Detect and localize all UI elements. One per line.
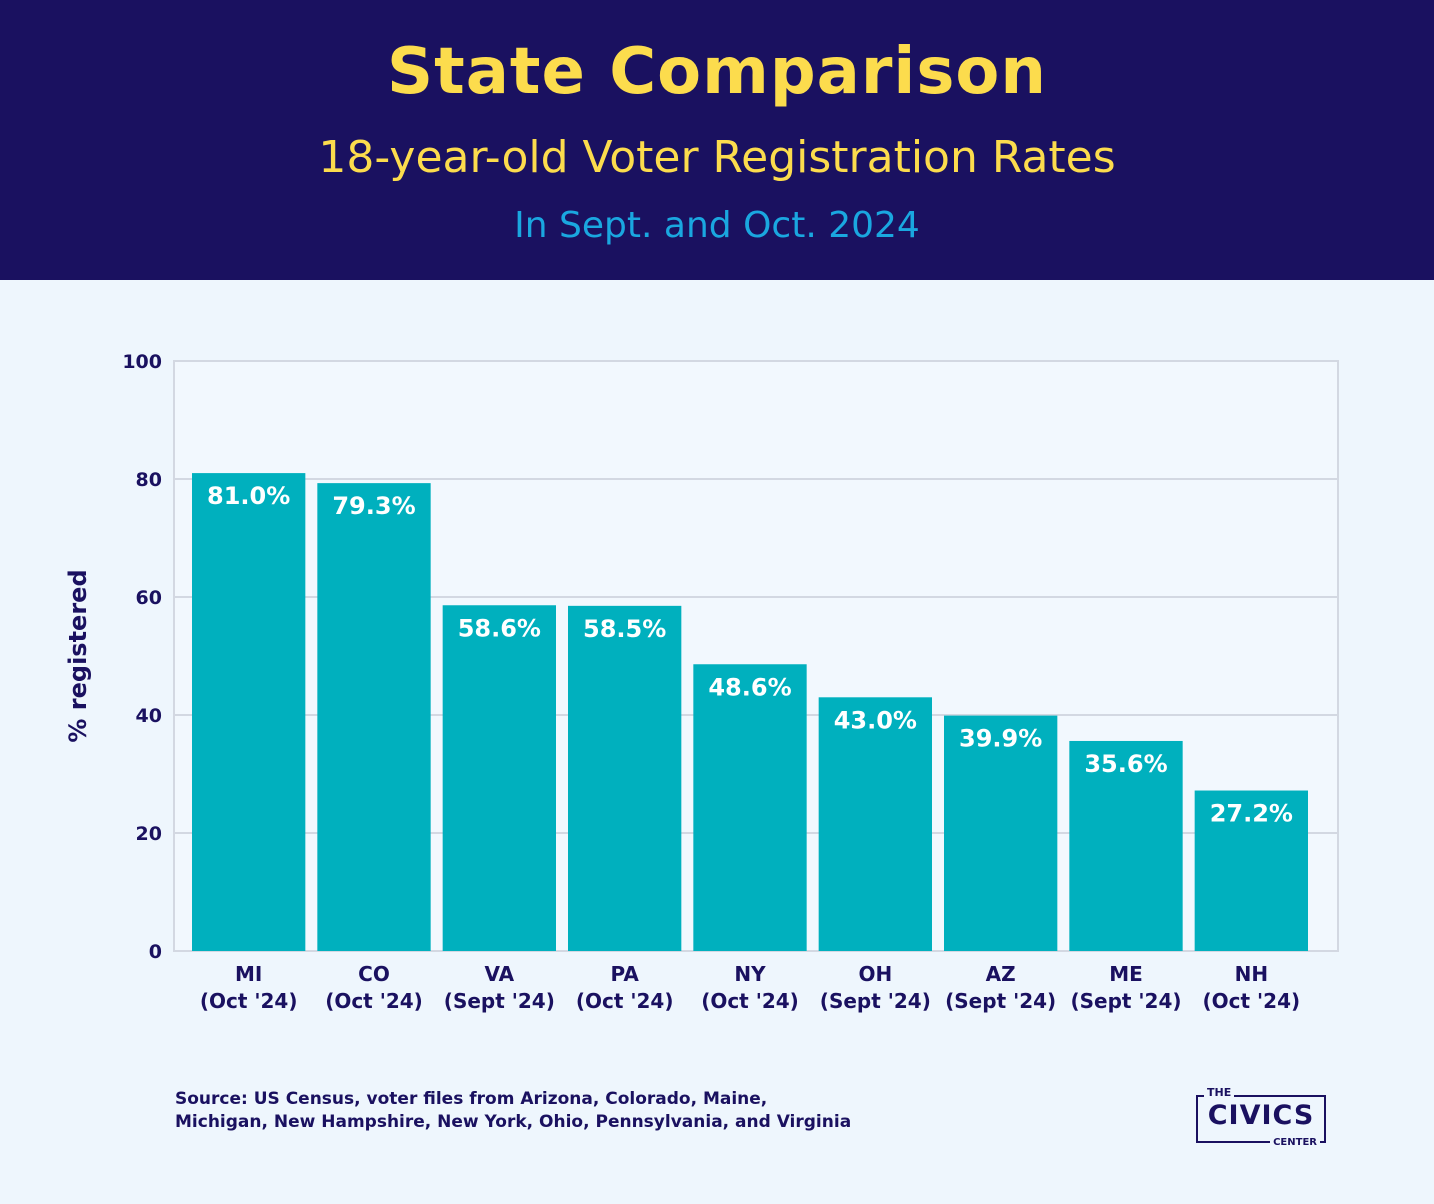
source-note: Source: US Census, voter files from Ariz… [175,1088,975,1134]
bar-az [944,715,1058,951]
logo-frame [1196,1095,1326,1143]
value-label-ny: 48.6% [708,673,791,701]
bar-co [317,483,431,951]
bar-chart: 0 20 40 60 80 100 % registered 81.0% MI (Oct '24)… [64,351,1339,1013]
y-axis-label: % registered [64,569,92,742]
source-line-1: Source: US Census, voter files from Ariz… [175,1089,768,1109]
x-tick-state-mi: MI [235,962,262,986]
y-tick-label-80: 80 [136,469,162,491]
y-tick-label-100: 100 [122,351,162,373]
x-tick-period-mi: (Oct '24) [200,989,298,1013]
header-banner: State Comparison 18-year-old Voter Regis… [0,0,1434,280]
value-label-pa: 58.5% [583,615,666,643]
x-tick-state-oh: OH [858,962,892,986]
x-tick-period-ny: (Oct '24) [701,989,799,1013]
value-label-co: 79.3% [332,492,415,520]
x-tick-state-va: VA [485,962,515,986]
y-tick-label-60: 60 [136,587,162,609]
chart-date-range: In Sept. and Oct. 2024 [514,205,920,246]
logo-center-text: CENTER [1270,1137,1320,1148]
logo-civics-text: CIVICS [1207,1100,1315,1131]
civics-center-logo: THE CIVICS CENTER [1196,1086,1326,1148]
value-label-nh: 27.2% [1210,800,1293,828]
value-label-me: 35.6% [1084,750,1167,778]
x-tick-period-nh: (Oct '24) [1203,989,1301,1013]
x-tick-state-nh: NH [1235,962,1268,986]
y-tick-label-0: 0 [149,941,162,963]
x-tick-period-oh: (Sept '24) [820,989,931,1013]
y-tick-label-40: 40 [136,705,162,727]
source-line-2: Michigan, New Hampshire, New York, Ohio,… [175,1112,852,1132]
value-label-az: 39.9% [959,725,1042,753]
value-label-va: 58.6% [458,614,541,642]
bar-pa [568,605,682,951]
x-tick-state-me: ME [1109,962,1143,986]
y-tick-label-20: 20 [136,823,162,845]
x-tick-state-pa: PA [611,962,640,986]
bar-oh [818,697,932,951]
bar-mi [192,473,306,951]
logo-the-text: THE [1204,1086,1235,1099]
chart-title: State Comparison [387,35,1047,109]
bar-nh [1194,790,1308,951]
x-tick-period-pa: (Oct '24) [576,989,674,1013]
x-tick-state-ny: NY [734,962,766,986]
bar-va [442,605,556,951]
bar-ny [693,664,807,951]
x-tick-state-co: CO [358,962,390,986]
chart-subtitle: 18-year-old Voter Registration Rates [318,132,1116,183]
x-tick-period-va: (Sept '24) [444,989,555,1013]
value-label-oh: 43.0% [834,706,917,734]
x-tick-period-az: (Sept '24) [945,989,1056,1013]
value-label-mi: 81.0% [207,482,290,510]
x-tick-period-co: (Oct '24) [325,989,423,1013]
bar-me [1069,740,1183,951]
x-tick-state-az: AZ [986,962,1016,986]
x-tick-period-me: (Sept '24) [1070,989,1181,1013]
